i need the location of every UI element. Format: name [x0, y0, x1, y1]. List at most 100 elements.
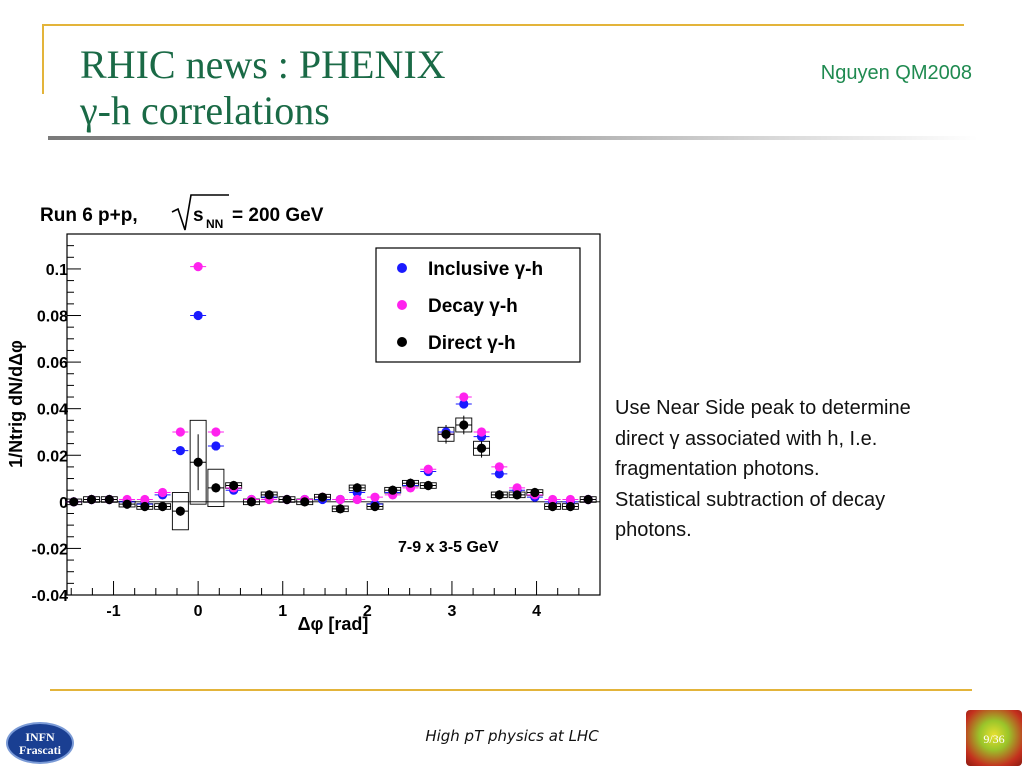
y-tick-label: 0.1	[46, 262, 68, 279]
legend-label: Inclusive γ-h	[428, 259, 543, 280]
footer-rule	[50, 689, 972, 691]
data-point	[282, 494, 292, 505]
y-tick-label: 0.02	[37, 448, 68, 465]
data-point	[423, 480, 433, 491]
data-point	[246, 497, 257, 507]
sqrt-sign-icon	[171, 194, 229, 231]
data-point	[565, 494, 575, 505]
footer-text: High pT physics at LHC	[425, 727, 599, 745]
data-point	[193, 310, 203, 321]
data-point	[300, 497, 310, 507]
data-point	[459, 420, 469, 430]
data-point	[352, 483, 362, 493]
series-direct	[65, 420, 597, 516]
y-tick-label: -0.02	[32, 541, 69, 558]
data-point	[494, 490, 504, 500]
data-point	[335, 494, 345, 505]
chart-title-run: Run 6 p+p,	[40, 205, 138, 226]
data-point	[317, 492, 328, 502]
data-point	[158, 501, 168, 512]
data-point	[548, 501, 558, 512]
x-tick-label: 3	[447, 603, 456, 620]
data-point	[122, 499, 132, 509]
data-point	[459, 392, 469, 402]
data-point	[175, 446, 185, 456]
data-point	[193, 457, 203, 467]
data-point	[211, 441, 221, 451]
y-tick-label: 0.08	[37, 309, 68, 326]
data-point	[140, 501, 150, 512]
chart-annotation: 7-9 x 3-5 GeV	[398, 539, 499, 556]
data-point	[494, 469, 504, 479]
body-line: photons.	[615, 519, 692, 541]
x-axis-label: Δφ [rad]	[298, 614, 369, 634]
data-point	[583, 494, 593, 505]
y-tick-label: -0.04	[32, 588, 69, 605]
legend-box	[375, 247, 581, 363]
chart-title-sqrt-sub: NN	[206, 217, 223, 231]
data-point	[512, 490, 522, 500]
data-point	[530, 487, 540, 498]
body-line: Statistical subtraction of decay	[615, 488, 886, 511]
slide-body-text: Use Near Side peak to determine direct γ…	[615, 393, 1005, 546]
chart-title-energy: = 200 GeV	[232, 205, 324, 226]
data-point	[494, 462, 504, 472]
data-point	[405, 478, 416, 488]
title-top-rule	[42, 24, 964, 26]
data-point	[86, 494, 97, 505]
data-point	[104, 494, 114, 505]
chart-legend: Inclusive γ-h Decay γ-h Direct γ-h	[375, 247, 581, 363]
y-tick-label: 0.06	[37, 355, 68, 372]
data-point	[211, 427, 221, 437]
data-point	[175, 506, 185, 516]
data-point	[370, 492, 380, 502]
data-point	[211, 483, 221, 493]
y-tick-label: 0.04	[37, 402, 68, 419]
data-point	[335, 504, 345, 514]
body-line: Use Near Side peak to determine	[615, 397, 911, 419]
page-number: 9/36	[983, 732, 1005, 746]
y-axis-label: 1/Ntrig dN/dΔφ	[6, 340, 26, 468]
data-point	[423, 464, 433, 474]
legend-marker	[397, 263, 407, 273]
slide-title-line-2: γ-h correlations	[80, 88, 330, 133]
logo-line: Frascati	[19, 743, 61, 757]
plot-frame	[66, 233, 601, 596]
x-tick-label: 1	[278, 603, 287, 620]
data-point	[388, 485, 398, 495]
infn-frascati-logo: INFN Frascati	[6, 722, 74, 764]
x-tick-label: -1	[106, 603, 120, 620]
page-number-badge: 9/36	[966, 710, 1022, 766]
author-label: Nguyen QM2008	[820, 62, 972, 84]
data-point	[193, 262, 203, 272]
x-tick-label: 0	[194, 603, 203, 620]
chart-title: Run 6 p+p, s NN = 200 GeV	[40, 194, 324, 231]
data-point	[548, 494, 558, 505]
plot-area: -0.04 -0.02 0 0.02 0.04 0.06 0.08 0.1 -1 0 1 2 3 4	[32, 233, 601, 620]
slide-title: RHIC news : PHENIX γ-h correlations	[80, 42, 446, 134]
data-point	[264, 490, 274, 500]
legend-label: Decay γ-h	[428, 296, 518, 317]
body-line: fragmentation photons.	[615, 458, 820, 480]
body-line: direct γ associated with h, I.e.	[615, 427, 878, 450]
data-point	[565, 501, 575, 512]
data-point	[441, 429, 451, 439]
logo-line: INFN	[25, 730, 55, 744]
data-point	[229, 480, 239, 491]
x-tick-label: 2	[363, 603, 372, 620]
correlation-chart: Run 6 p+p, s NN = 200 GeV -0.04 -0.02 0 0.0…	[6, 194, 601, 634]
legend-label: Direct γ-h	[428, 333, 516, 354]
data-point	[158, 487, 168, 498]
y-tick-label: 0	[59, 495, 68, 512]
data-point	[476, 427, 487, 437]
data-point	[512, 483, 522, 493]
chart-title-sqrt-s: s	[193, 205, 204, 226]
x-tick-label: 4	[532, 603, 541, 620]
legend-marker	[397, 300, 407, 310]
data-point	[352, 494, 362, 505]
data-point	[69, 497, 79, 507]
slide-title-line-1: RHIC news : PHENIX	[80, 42, 446, 87]
title-underline	[48, 136, 978, 140]
legend-marker	[397, 337, 407, 347]
data-point	[175, 427, 185, 437]
